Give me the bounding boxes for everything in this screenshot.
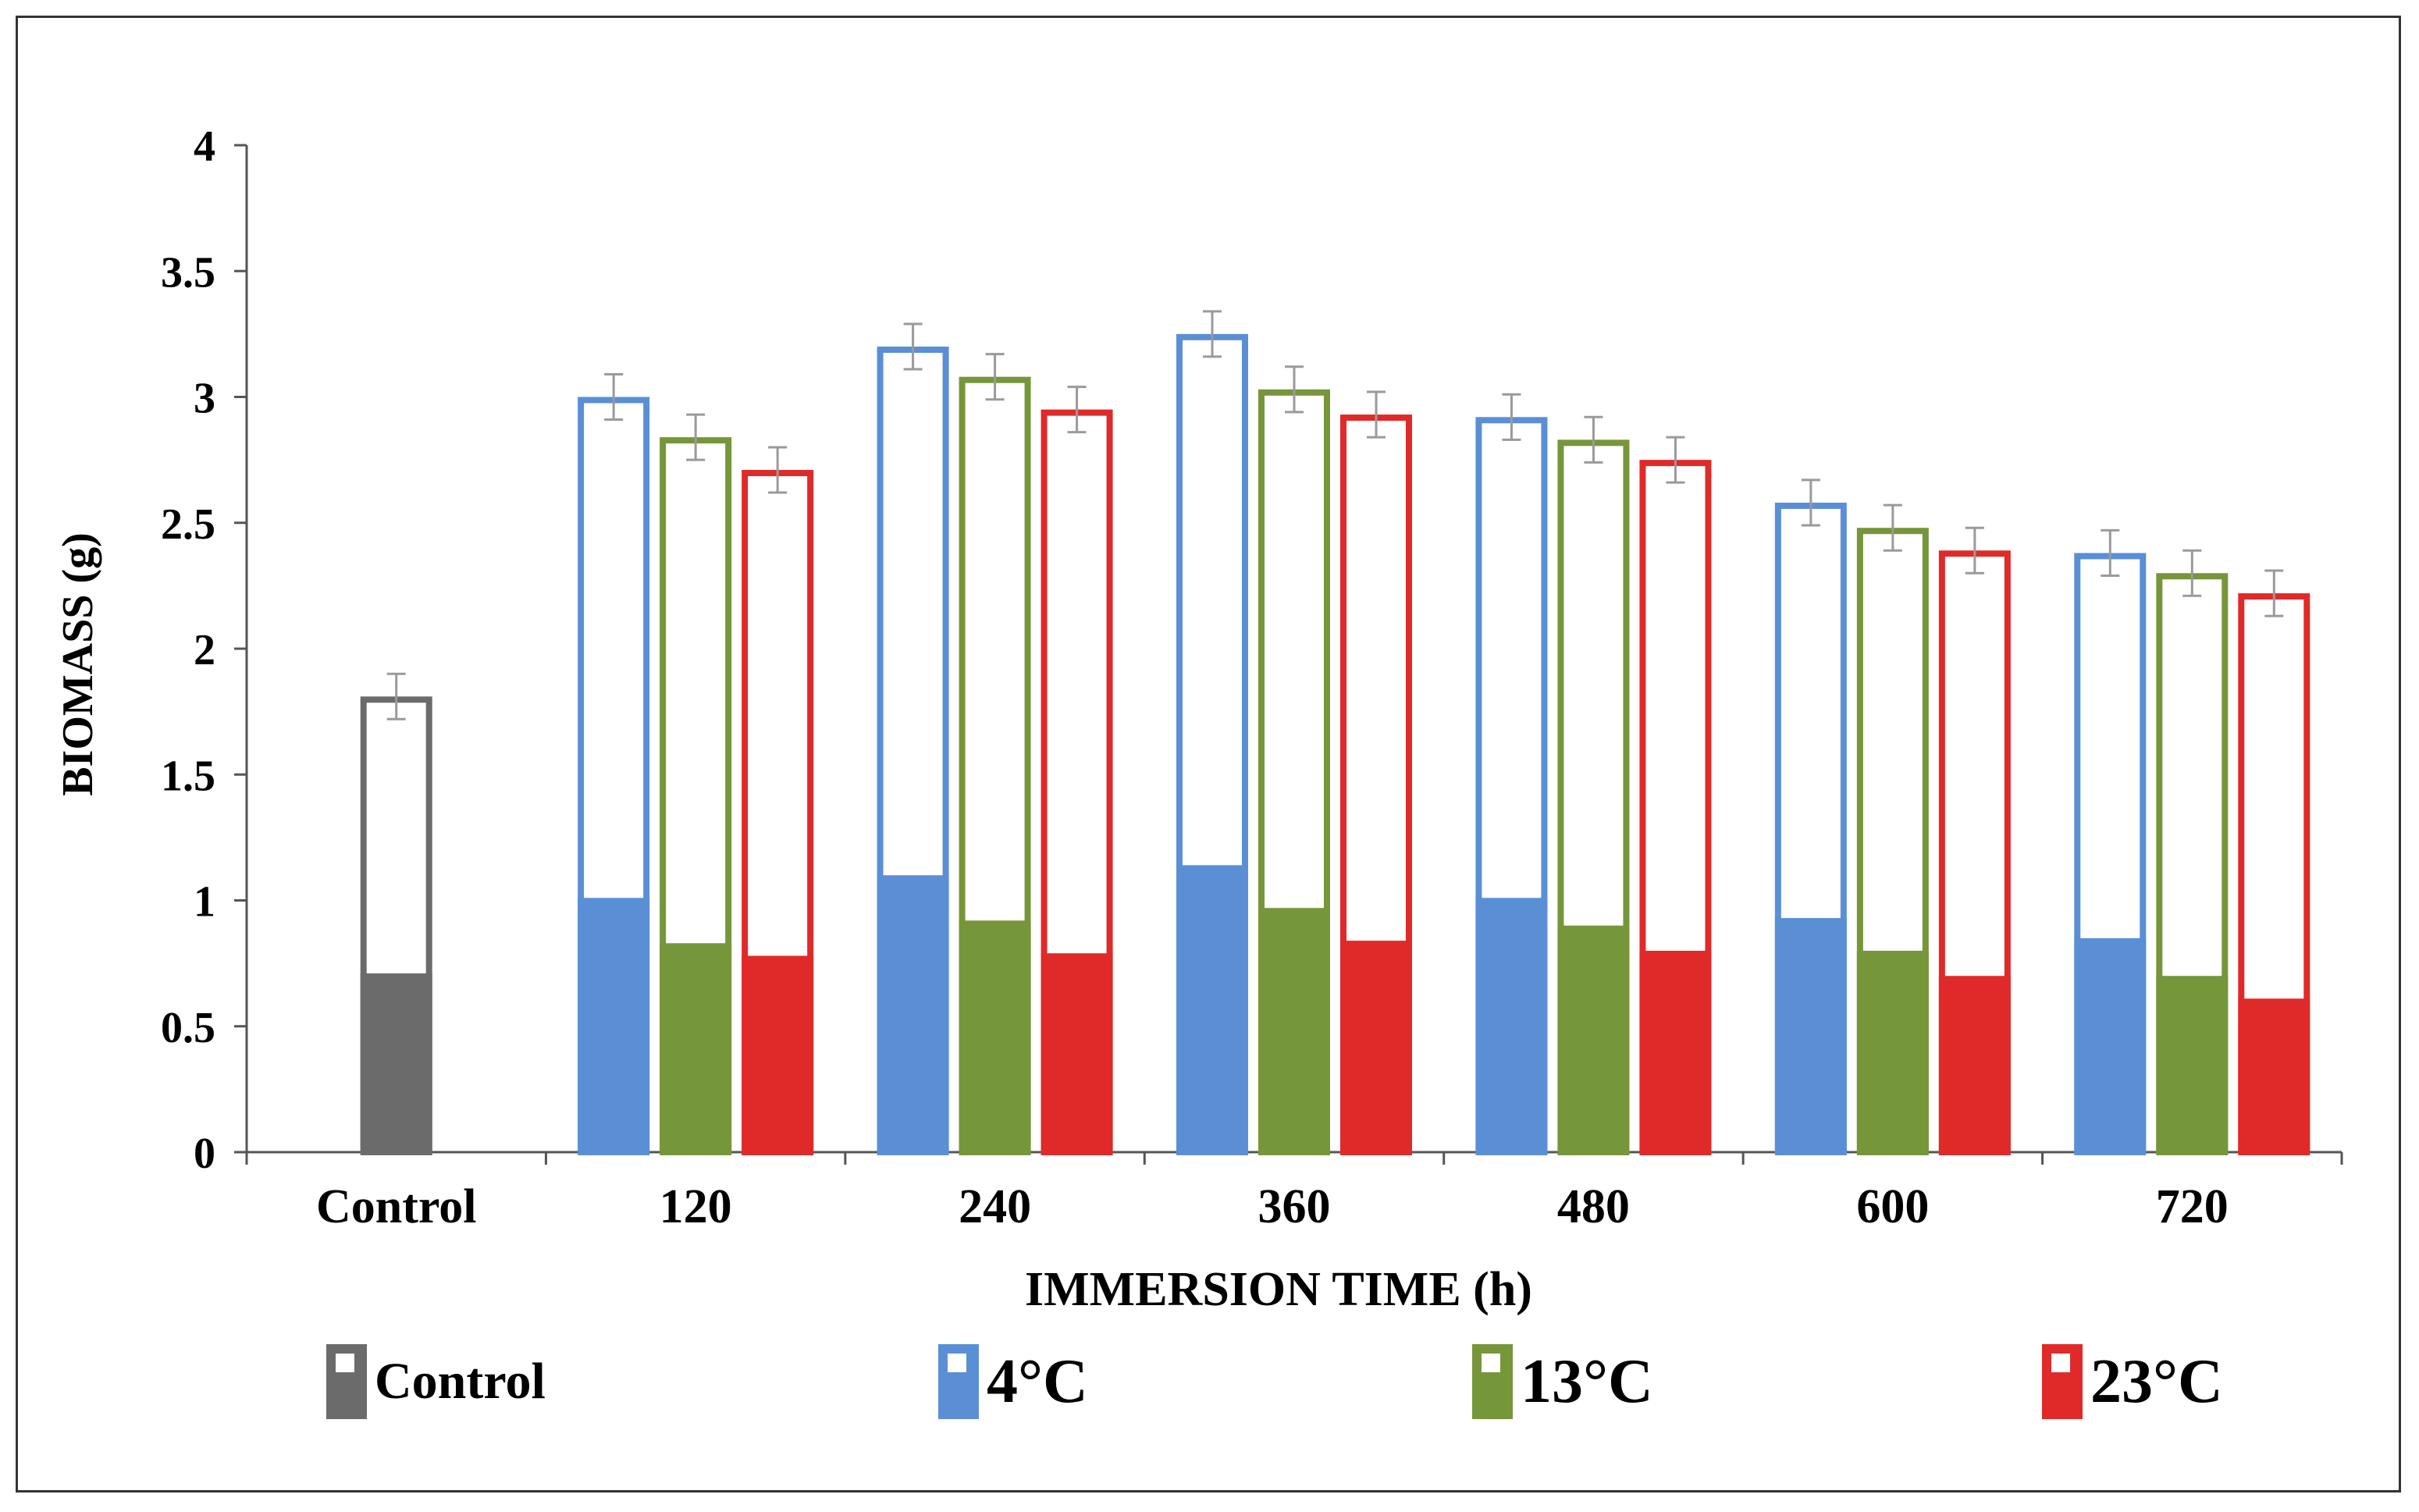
x-tick-label: 600 [1856,1180,1929,1233]
bar-inner [360,973,432,1152]
legend-swatch [326,1344,367,1419]
y-tick-label: 0 [194,1130,215,1178]
bar-inner [1340,941,1412,1152]
bar-inner [1176,865,1248,1152]
bar-inner [2074,937,2147,1152]
bar-inner [578,898,650,1152]
x-axis-title: IMMERSION TIME (h) [1025,1263,1532,1316]
bar-inner [660,943,732,1152]
bar-inner [877,875,949,1152]
y-tick-label: 4 [194,123,215,171]
y-tick-label: 2 [194,626,215,674]
x-tick-label: 720 [2156,1180,2229,1233]
y-tick-label: 3.5 [161,248,215,297]
bar-inner [1258,908,1330,1152]
bar-inner [1938,976,2011,1152]
legend-swatch-outline [334,1352,356,1374]
x-tick-label: Control [316,1180,477,1233]
bar-inner [1041,953,1113,1152]
legend-swatch [1472,1344,1513,1419]
bar-inner [1774,918,1847,1152]
legend-label: 23°C [2090,1347,2223,1416]
legend-item: 4°C [938,1339,1088,1425]
legend-swatch-outline [946,1352,968,1374]
bar-inner [959,920,1031,1152]
legend-swatch-outline [2050,1352,2072,1374]
y-tick-label: 3 [194,375,215,423]
bar-inner [1856,951,1929,1152]
chart-frame [16,16,2401,1492]
bar-inner [2238,998,2311,1152]
legend-item: 13°C [1472,1339,1653,1425]
x-tick-label: 480 [1557,1180,1630,1233]
y-tick-label: 0.5 [161,1004,215,1052]
y-tick-label: 1 [194,878,215,927]
y-tick-label: 2.5 [161,500,215,549]
legend-swatch [938,1344,979,1419]
x-tick-label: 240 [959,1180,1031,1233]
x-tick-label: 120 [660,1180,732,1233]
bar-inner [1557,925,1630,1152]
legend-label: 13°C [1521,1347,1653,1416]
bar-inner [1475,898,1548,1152]
legend-label: Control [375,1353,546,1410]
bar-inner [2156,976,2229,1152]
bar-inner [742,955,814,1152]
legend-item: Control [326,1339,546,1425]
x-tick-label: 360 [1258,1180,1331,1233]
legend-swatch-outline [1480,1352,1502,1374]
legend-swatch [2042,1344,2083,1419]
legend-label: 4°C [987,1347,1088,1416]
legend: Control 4°C 13°C 23°C [0,1339,2419,1425]
y-tick-label: 1.5 [161,752,215,800]
bar-inner [1639,951,1712,1152]
y-axis-title: BIOMASS (g) [54,532,102,796]
legend-item: 23°C [2042,1339,2223,1425]
